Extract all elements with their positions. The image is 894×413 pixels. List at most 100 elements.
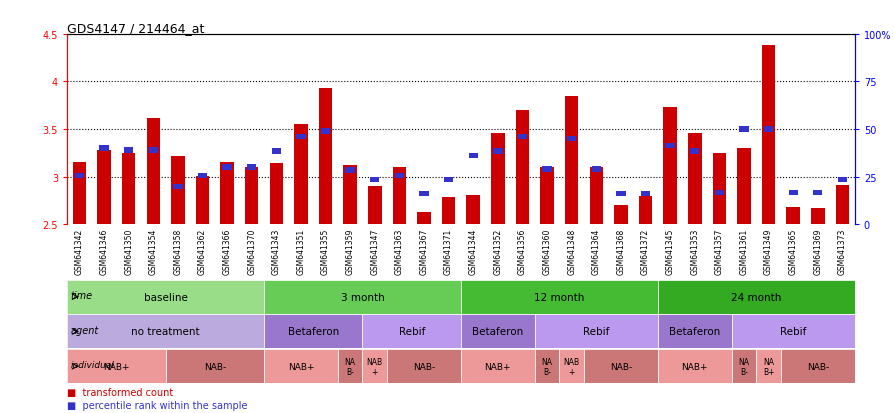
Bar: [67, 280, 80, 314]
Bar: [515, 111, 528, 225]
Text: GSM641357: GSM641357: [714, 228, 723, 275]
Text: NAB-: NAB-: [609, 362, 631, 371]
Bar: [518, 135, 527, 140]
Text: GSM641372: GSM641372: [640, 228, 649, 274]
Text: NAB-: NAB-: [805, 362, 828, 371]
Bar: [559, 349, 583, 383]
Bar: [835, 186, 848, 225]
Bar: [338, 349, 362, 383]
Bar: [786, 208, 799, 225]
Text: GSM641361: GSM641361: [738, 228, 747, 274]
Bar: [173, 184, 182, 189]
Text: GSM641351: GSM641351: [296, 228, 305, 274]
Text: GSM641355: GSM641355: [321, 228, 330, 275]
Bar: [148, 148, 157, 153]
Bar: [124, 148, 133, 153]
Bar: [493, 149, 502, 154]
Bar: [657, 315, 731, 349]
Text: Rebif: Rebif: [780, 327, 805, 337]
Bar: [761, 46, 774, 225]
Bar: [788, 191, 797, 196]
Text: GSM641346: GSM641346: [99, 228, 108, 275]
Bar: [589, 168, 603, 225]
Text: GSM641344: GSM641344: [468, 228, 477, 275]
Bar: [755, 349, 780, 383]
Text: GSM641362: GSM641362: [198, 228, 207, 274]
Bar: [386, 349, 460, 383]
Bar: [343, 166, 357, 225]
Bar: [97, 151, 111, 225]
Text: NA
B-: NA B-: [541, 357, 552, 376]
Text: Rebif: Rebif: [398, 327, 425, 337]
Text: GSM641349: GSM641349: [763, 228, 772, 275]
Text: GSM641358: GSM641358: [173, 228, 182, 274]
Text: Betaferon: Betaferon: [669, 327, 720, 337]
Bar: [763, 127, 772, 132]
Bar: [638, 196, 652, 225]
Text: GDS4147 / 214464_at: GDS4147 / 214464_at: [67, 22, 204, 35]
Bar: [67, 349, 80, 383]
Text: Betaferon: Betaferon: [287, 327, 339, 337]
Bar: [272, 149, 281, 154]
Bar: [712, 154, 725, 225]
Bar: [468, 154, 477, 159]
Text: Betaferon: Betaferon: [472, 327, 523, 337]
Text: GSM641360: GSM641360: [542, 228, 551, 275]
Bar: [535, 349, 559, 383]
Bar: [67, 315, 80, 349]
Bar: [466, 195, 479, 225]
Text: 3 month: 3 month: [341, 292, 384, 302]
Bar: [731, 349, 755, 383]
Text: NAB+: NAB+: [484, 362, 510, 371]
Bar: [731, 315, 854, 349]
Bar: [362, 349, 386, 383]
Bar: [567, 137, 576, 142]
Bar: [810, 209, 823, 225]
Bar: [321, 129, 330, 134]
Bar: [362, 315, 460, 349]
Text: GSM641343: GSM641343: [272, 228, 281, 275]
Text: NAB+: NAB+: [103, 362, 130, 371]
Text: GSM641352: GSM641352: [493, 228, 502, 274]
Text: GSM641342: GSM641342: [75, 228, 84, 274]
Text: GSM641345: GSM641345: [665, 228, 674, 275]
Bar: [564, 96, 578, 225]
Text: agent: agent: [71, 325, 99, 335]
Bar: [417, 212, 430, 225]
Text: GSM641365: GSM641365: [788, 228, 797, 275]
Bar: [665, 143, 674, 148]
Text: GSM641364: GSM641364: [591, 228, 600, 275]
Bar: [460, 280, 657, 314]
Bar: [662, 108, 676, 225]
Bar: [737, 149, 750, 225]
Bar: [72, 163, 86, 225]
Text: GSM641363: GSM641363: [394, 228, 403, 275]
Bar: [269, 164, 283, 225]
Bar: [535, 315, 657, 349]
Bar: [591, 167, 600, 172]
Bar: [616, 192, 625, 197]
Text: GSM641373: GSM641373: [837, 228, 846, 275]
Bar: [813, 191, 822, 196]
Bar: [370, 178, 379, 183]
Bar: [460, 349, 535, 383]
Bar: [714, 191, 723, 196]
Text: GSM641368: GSM641368: [616, 228, 625, 274]
Bar: [318, 89, 332, 225]
Bar: [196, 176, 209, 225]
Bar: [540, 168, 553, 225]
Bar: [245, 168, 258, 225]
Bar: [419, 192, 428, 197]
Bar: [687, 133, 701, 225]
Bar: [657, 280, 854, 314]
Bar: [460, 315, 535, 349]
Bar: [264, 349, 338, 383]
Text: NAB-: NAB-: [204, 362, 225, 371]
Text: NAB-: NAB-: [412, 362, 434, 371]
Bar: [122, 154, 135, 225]
Bar: [542, 167, 551, 172]
Text: Rebif: Rebif: [583, 327, 609, 337]
Text: ■  percentile rank within the sample: ■ percentile rank within the sample: [67, 400, 248, 410]
Text: individual: individual: [71, 360, 114, 369]
Bar: [689, 149, 698, 154]
